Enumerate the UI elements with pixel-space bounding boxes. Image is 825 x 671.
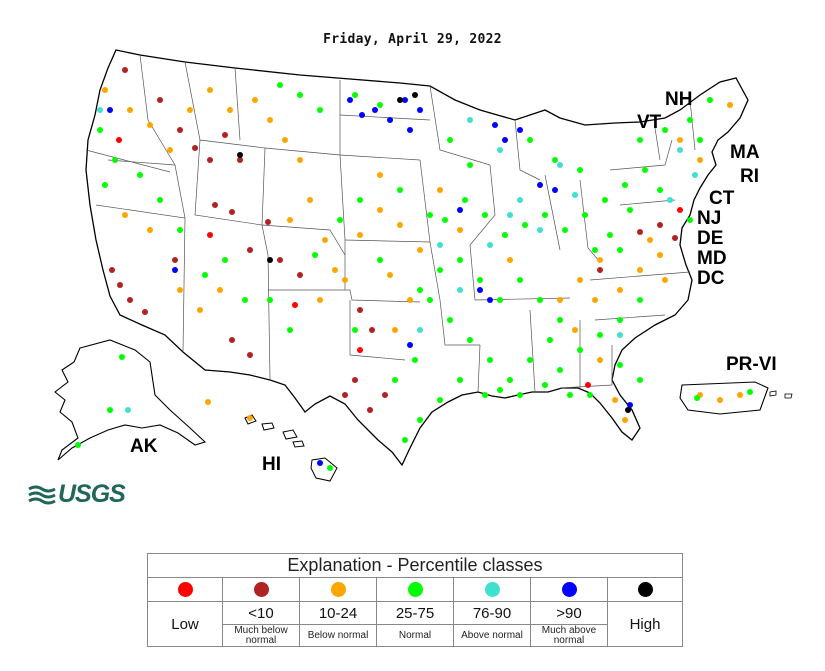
label-ri: RI	[740, 166, 759, 187]
label-nj: NJ	[697, 208, 721, 229]
label-de: DE	[697, 228, 723, 249]
legend-desc-much-below: Much below normal	[222, 624, 300, 647]
legend-swatch-above	[453, 577, 531, 602]
virgin-islands-outline	[769, 390, 793, 399]
hawaii-outline	[244, 414, 338, 482]
usgs-logo-text: USGS	[58, 480, 126, 508]
legend-title: Explanation - Percentile classes	[147, 553, 683, 578]
puerto-rico-outline	[679, 381, 769, 415]
legend-desc-above: Above normal	[453, 624, 531, 647]
legend-label-high: High	[607, 601, 683, 647]
legend-desc-below: Below normal	[299, 624, 377, 647]
gauge-dots-low	[116, 137, 683, 388]
label-md: MD	[697, 248, 727, 269]
label-ak: AK	[130, 436, 158, 457]
label-ct: CT	[709, 188, 735, 209]
usgs-wave-icon	[28, 485, 56, 504]
conus-outline	[85, 49, 749, 467]
legend-table: Explanation - Percentile classes Low <10…	[147, 553, 683, 647]
label-hi: HI	[262, 454, 281, 475]
label-dc: DC	[697, 268, 725, 289]
legend-swatch-low	[147, 577, 223, 602]
legend-swatch-below	[299, 577, 377, 602]
legend-swatch-much-below	[222, 577, 300, 602]
legend-desc-much-above: Much above normal	[530, 624, 608, 647]
usgs-logo: USGS	[28, 480, 126, 509]
gauge-dots-much-above	[107, 97, 633, 466]
much-above-dot-icon	[561, 581, 577, 597]
label-ma: MA	[730, 142, 760, 163]
alaska-outline	[54, 339, 207, 461]
gauge-dots-much-below	[109, 67, 678, 413]
streamflow-map: NH VT MA RI CT NJ DE MD DC PR-VI AK HI	[54, 49, 793, 482]
legend-swatch-high	[607, 577, 683, 602]
label-nh: NH	[665, 89, 692, 110]
label-pr-vi: PR-VI	[726, 354, 777, 375]
legend-desc-normal: Normal	[376, 624, 454, 647]
normal-dot-icon	[407, 581, 423, 597]
legend-range-much-above: >90	[530, 601, 608, 625]
legend-range-much-below: <10	[222, 601, 300, 625]
label-vt: VT	[637, 112, 662, 133]
map-date-title: Friday, April 29, 2022	[323, 32, 502, 47]
legend-swatch-much-above	[530, 577, 608, 602]
legend-dot-row	[147, 577, 683, 602]
high-dot-icon	[637, 581, 653, 597]
legend-label-low: Low	[147, 601, 223, 647]
legend-range-below: 10-24	[299, 601, 377, 625]
much-below-dot-icon	[253, 581, 269, 597]
below-dot-icon	[330, 581, 346, 597]
gauge-dots-above	[97, 107, 698, 413]
gauge-dots-below	[102, 87, 743, 423]
legend-swatch-normal	[376, 577, 454, 602]
legend-range-normal: 25-75	[376, 601, 454, 625]
gauge-dots-high	[237, 92, 631, 413]
above-dot-icon	[484, 581, 500, 597]
legend-range-above: 76-90	[453, 601, 531, 625]
low-dot-icon	[177, 581, 193, 597]
gauge-dots-normal	[75, 82, 753, 471]
state-boundaries	[85, 54, 696, 393]
